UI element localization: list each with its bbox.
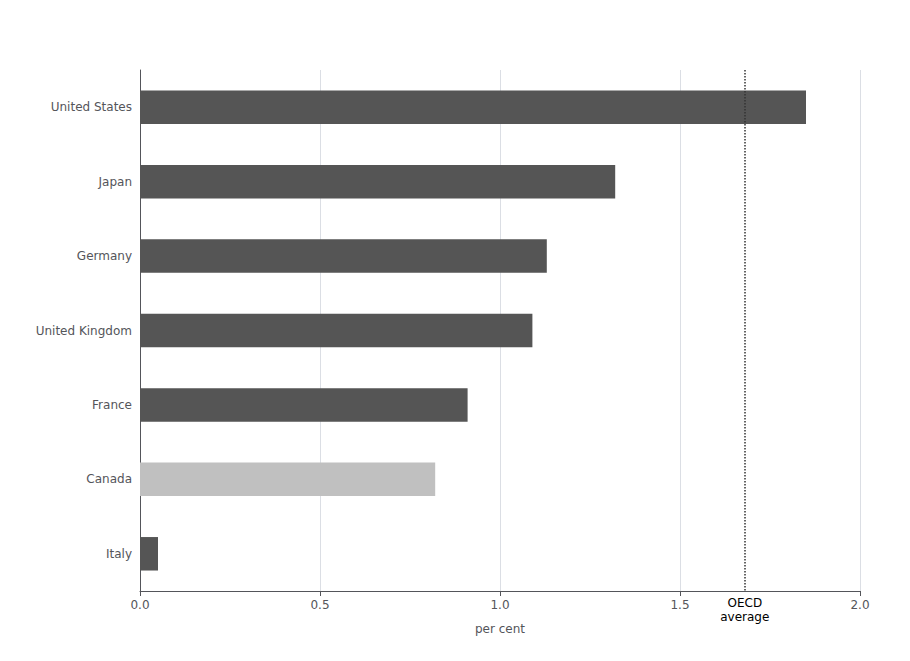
svg-text:Italy: Italy [106, 547, 132, 561]
svg-text:Germany: Germany [77, 249, 132, 263]
svg-text:Japan: Japan [98, 175, 132, 189]
svg-text:United Kingdom: United Kingdom [36, 324, 132, 338]
svg-text:United States: United States [51, 100, 132, 114]
svg-text:per cent: per cent [475, 622, 525, 636]
svg-text:1.0: 1.0 [490, 598, 509, 612]
svg-text:0.5: 0.5 [310, 598, 329, 612]
svg-text:OECD: OECD [727, 596, 762, 610]
svg-text:average: average [720, 610, 769, 624]
svg-text:1.5: 1.5 [670, 598, 689, 612]
svg-text:0.0: 0.0 [130, 598, 149, 612]
svg-text:France: France [92, 398, 132, 412]
svg-text:Canada: Canada [86, 472, 132, 486]
svg-text:2.0: 2.0 [850, 598, 869, 612]
